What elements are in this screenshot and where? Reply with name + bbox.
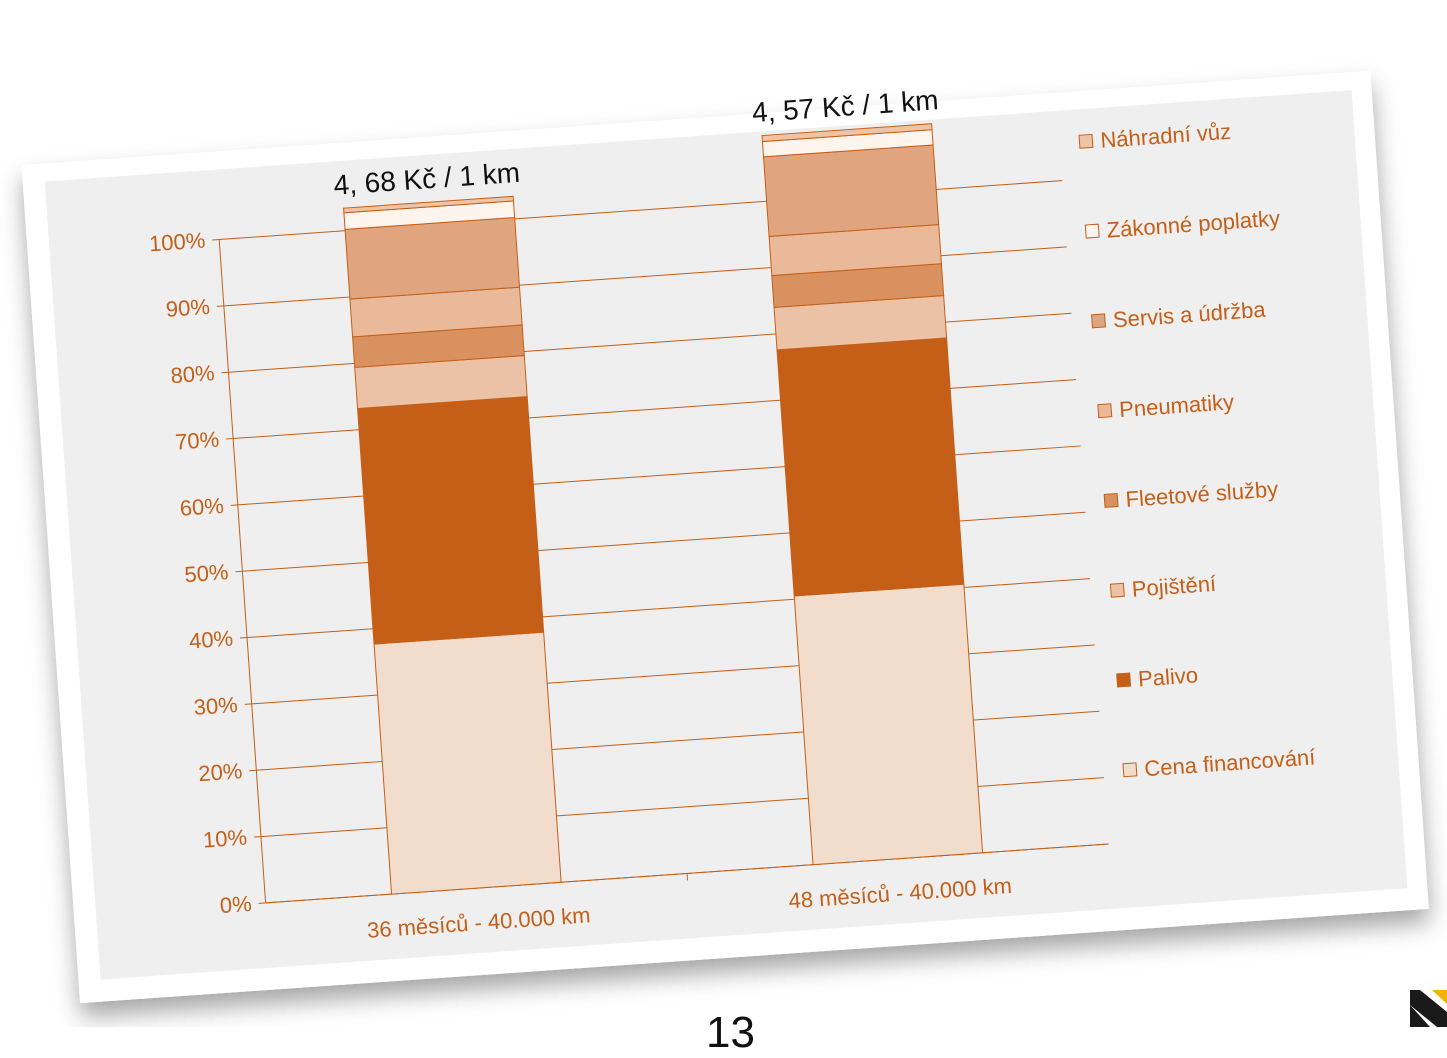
y-tick-label: 90% <box>165 294 211 322</box>
y-tick-label: 30% <box>193 692 239 720</box>
legend-swatch <box>1104 494 1118 508</box>
bar-segment <box>764 145 939 236</box>
bar-segment <box>345 218 519 300</box>
y-tick-label: 10% <box>202 825 248 853</box>
page-number: 13 <box>706 1008 755 1058</box>
y-tick-label: 60% <box>179 493 225 521</box>
company-logo <box>1410 990 1447 1027</box>
legend-swatch <box>1079 134 1093 148</box>
y-tick-label: 40% <box>188 626 234 654</box>
y-tick-label: 70% <box>174 427 220 455</box>
legend-swatch <box>1085 224 1099 238</box>
y-tick-label: 20% <box>198 758 244 786</box>
bar-segment <box>358 397 544 644</box>
legend-swatch <box>1092 314 1106 328</box>
y-tick-label: 100% <box>148 228 206 257</box>
legend-swatch <box>1098 404 1112 418</box>
y-tick-label: 80% <box>170 360 216 388</box>
legend-swatch <box>1123 763 1137 777</box>
bar-segment <box>374 632 561 894</box>
y-tick-label: 0% <box>219 891 252 918</box>
slide-canvas: 0%10%20%30%40%50%60%70%80%90%100%36 měsí… <box>0 0 1447 1027</box>
legend-swatch <box>1117 673 1131 687</box>
legend-label: Palivo <box>1137 662 1199 691</box>
bar-segment <box>777 338 964 596</box>
bar-segment <box>794 584 982 865</box>
legend-swatch <box>1110 583 1124 597</box>
y-tick-label: 50% <box>184 559 230 587</box>
